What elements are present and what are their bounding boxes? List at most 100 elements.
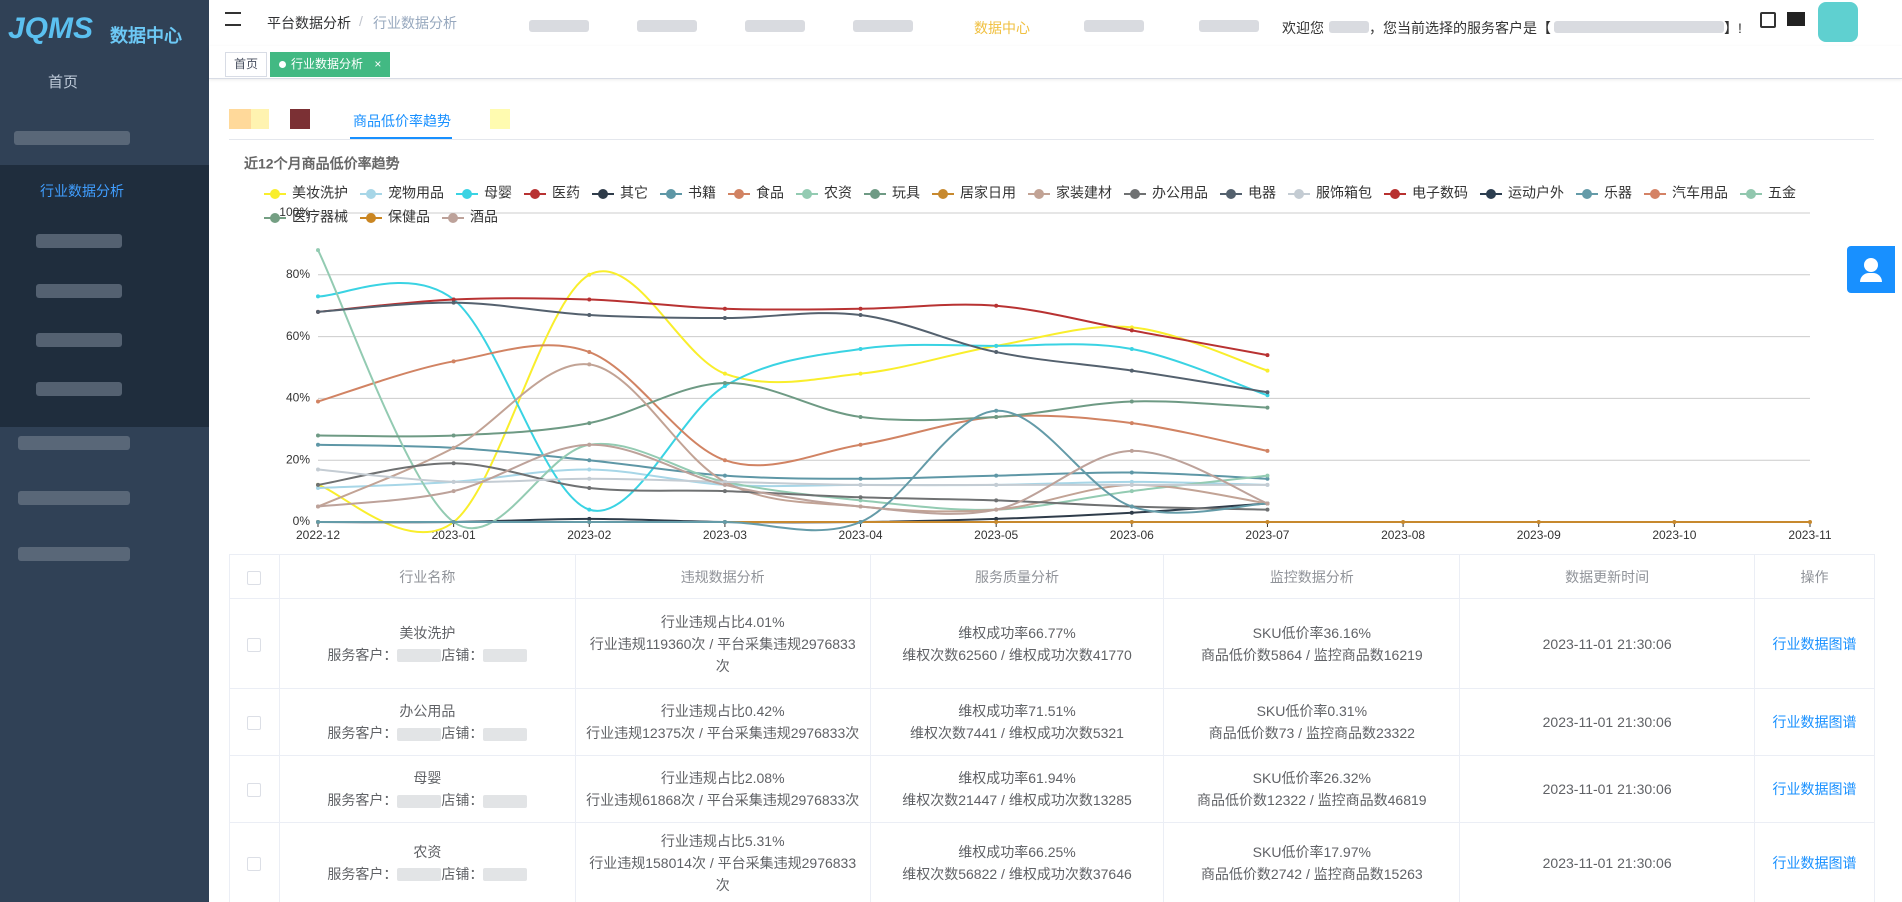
screen-icon[interactable] <box>1787 12 1805 26</box>
tags-view: 首页 行业数据分析 × <box>209 46 1902 79</box>
action-link[interactable]: 行业数据图谱 <box>1772 781 1857 797</box>
legend-item[interactable]: 运动户外 <box>1480 185 1564 201</box>
blurred-nav <box>853 20 913 32</box>
subtab-icon[interactable] <box>251 109 269 129</box>
cell-action: 行业数据图谱 <box>1754 688 1875 756</box>
series-point <box>722 482 727 487</box>
series-point <box>587 442 592 447</box>
fullscreen-icon[interactable] <box>1760 12 1776 28</box>
series-line <box>317 249 1268 530</box>
legend-item[interactable]: 办公用品 <box>1124 185 1208 201</box>
legend-item[interactable]: 汽车用品 <box>1644 185 1728 201</box>
legend-item[interactable]: 医药 <box>524 185 580 201</box>
legend-marker <box>938 189 948 199</box>
cell-violation: 行业违规占比5.31% 行业违规158014次 / 平台采集违规2976833次 <box>574 822 871 902</box>
tab[interactable]: 首页 <box>225 52 268 77</box>
series-point <box>1129 520 1134 524</box>
legend-item[interactable]: 保健品 <box>360 209 430 225</box>
float-button[interactable] <box>1847 246 1895 293</box>
legend-item[interactable]: 服饰箱包 <box>1288 185 1372 201</box>
legend-item[interactable]: 书籍 <box>660 185 716 201</box>
legend-label: 农资 <box>824 185 852 201</box>
checkbox[interactable] <box>247 783 262 798</box>
cell-name: 母婴 服务客户： 店铺： <box>278 755 576 823</box>
action-link[interactable]: 行业数据图谱 <box>1772 854 1857 871</box>
series-point <box>587 486 592 491</box>
legend-item[interactable]: 乐器 <box>1576 185 1632 201</box>
legend-marker <box>1390 189 1400 199</box>
series-point <box>1808 520 1812 524</box>
violation-line: 行业违规占比4.01% <box>660 613 785 630</box>
legend-marker <box>1650 189 1660 199</box>
cell-monitor: SKU低价率36.16% 商品低价数5864 / 监控商品数16219 <box>1163 598 1461 689</box>
series-point <box>316 442 320 447</box>
legend-item[interactable]: 家装建材 <box>1028 185 1112 201</box>
industry-name: 母婴 <box>413 770 442 786</box>
service-line: 维权次数7441 / 维权成功次数5321 <box>910 725 1124 741</box>
industry-name: 农资 <box>413 843 442 860</box>
x-tick-label: 2023-07 <box>1245 528 1289 542</box>
series-point <box>587 421 592 426</box>
legend-item[interactable]: 医疗器械 <box>264 209 348 225</box>
x-tick-label: 2023-02 <box>567 528 611 542</box>
menu-active[interactable]: 行业数据分析 <box>40 183 124 199</box>
blurred <box>397 649 442 663</box>
x-tick-label: 2023-01 <box>432 528 476 542</box>
legend-marker <box>598 189 608 199</box>
welcome-mid: ，您当前选择的服务客户是【 <box>1369 20 1551 36</box>
legend-marker <box>462 189 472 199</box>
series-point <box>858 414 863 419</box>
cell-service: 维权成功率66.25% 维权次数56822 / 维权成功次数37646 <box>869 822 1165 902</box>
legend-item[interactable]: 食品 <box>728 185 784 201</box>
action-link[interactable]: 行业数据图谱 <box>1772 635 1857 652</box>
avatar[interactable] <box>1818 2 1858 42</box>
nav-active[interactable]: 数据中心 <box>974 20 1030 36</box>
legend-item[interactable]: 居家日用 <box>932 185 1016 201</box>
subtab-icon[interactable] <box>290 109 310 129</box>
action-link[interactable]: 行业数据图谱 <box>1772 714 1857 730</box>
legend-item[interactable]: 玩具 <box>864 185 920 201</box>
series-point <box>722 489 727 494</box>
subtab-icon[interactable] <box>229 109 251 129</box>
cell-time: 2023-11-01 21:30:06 <box>1459 688 1756 756</box>
legend-item[interactable]: 电器 <box>1220 185 1276 201</box>
legend-label: 家装建材 <box>1056 185 1112 201</box>
series-point <box>1265 448 1270 453</box>
legend-item[interactable]: 酒品 <box>442 209 498 225</box>
cell-violation: 行业违规占比4.01% 行业违规119360次 / 平台采集违规2976833次 <box>574 598 871 689</box>
blurred-nav <box>745 20 805 32</box>
legend-item[interactable]: 美妆洗护 <box>264 185 348 201</box>
series-point <box>1265 507 1270 512</box>
column-header: 行业名称 <box>278 554 576 599</box>
blurred <box>397 794 442 808</box>
series-point <box>1129 448 1134 453</box>
subtab-active[interactable]: 商品低价率趋势 <box>353 113 451 129</box>
legend-item[interactable]: 电子数码 <box>1384 185 1468 201</box>
subtab-icon[interactable] <box>490 109 510 129</box>
checkbox[interactable] <box>247 570 262 585</box>
checkbox[interactable] <box>247 637 262 652</box>
legend-item[interactable]: 母婴 <box>456 185 512 201</box>
table-row: 母婴 服务客户： 店铺： 行业违规占比2.08% 行业违规61868次 / 平台采集违规… <box>229 755 1875 823</box>
menu-home[interactable]: 首页 <box>48 74 79 91</box>
legend-marker <box>270 213 280 223</box>
x-tick-label: 2023-09 <box>1517 528 1561 542</box>
series-point <box>451 359 456 364</box>
checkbox[interactable] <box>247 856 262 871</box>
legend-item[interactable]: 宠物用品 <box>360 185 444 201</box>
tab-close[interactable]: × <box>374 57 382 71</box>
series-point <box>858 495 863 500</box>
legend-item[interactable]: 其它 <box>592 185 648 201</box>
series-point <box>1536 520 1541 524</box>
legend-item[interactable]: 五金 <box>1740 185 1796 201</box>
series-point <box>858 476 863 481</box>
hamburger[interactable] <box>225 12 241 26</box>
series-point <box>587 507 592 512</box>
checkbox[interactable] <box>247 716 262 731</box>
tab-active[interactable]: 行业数据分析 × <box>270 52 391 77</box>
series-line <box>317 297 1268 357</box>
series-point <box>316 309 320 314</box>
series-line <box>317 344 1268 467</box>
cell-violation: 行业违规占比0.42% 行业违规12375次 / 平台采集违规2976833次 <box>574 688 871 756</box>
legend-item[interactable]: 农资 <box>796 185 852 201</box>
